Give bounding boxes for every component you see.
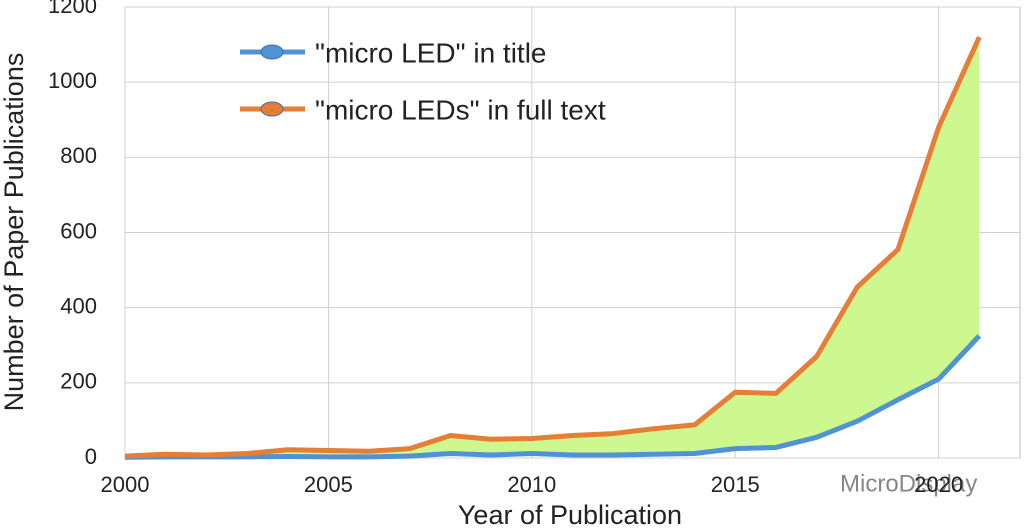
x-axis-title: Year of Publication: [458, 500, 682, 530]
x-tick-label: 2020: [914, 472, 963, 497]
y-tick-label: 1200: [48, 0, 97, 18]
y-tick-label: 600: [60, 218, 97, 243]
plot-area: [124, 6, 1021, 460]
legend-marker: [260, 44, 284, 60]
x-tick-label: 2015: [711, 472, 760, 497]
y-tick-label: 1000: [48, 68, 97, 93]
watermark: MicroDisplay: [840, 470, 977, 497]
legend-label: "micro LED" in title: [315, 37, 547, 68]
y-tick-label: 200: [60, 369, 97, 394]
legend-marker: [260, 101, 284, 117]
y-tick-label: 400: [60, 293, 97, 318]
x-tick-label: 2000: [101, 472, 150, 497]
series-line: [124, 36, 982, 459]
y-axis-title: Number of Paper Publications: [0, 53, 29, 412]
y-tick-label: 0: [85, 444, 97, 469]
series-line: [124, 334, 982, 460]
x-tick-label: 2010: [507, 472, 556, 497]
x-tick-label: 2005: [304, 472, 353, 497]
legend-label: "micro LEDs" in full text: [315, 94, 606, 125]
y-tick-label: 800: [60, 143, 97, 168]
